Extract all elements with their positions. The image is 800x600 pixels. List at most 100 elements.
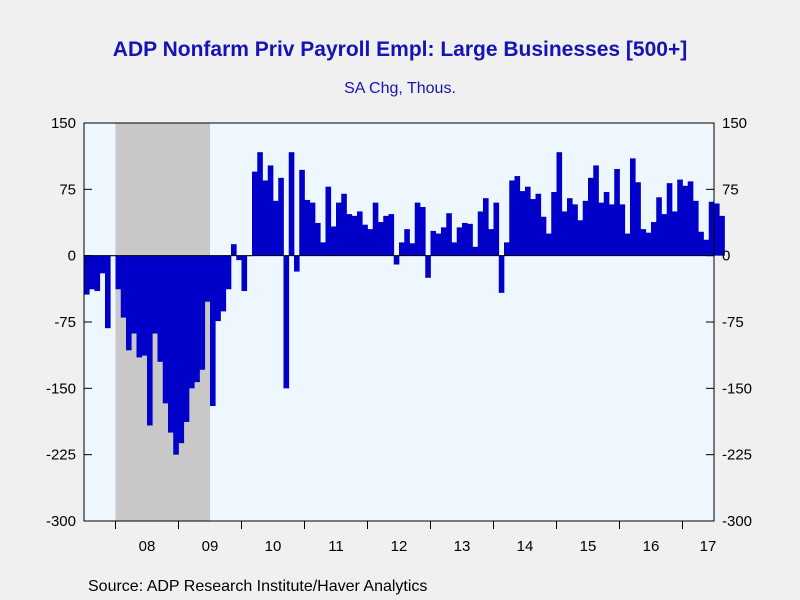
bar bbox=[367, 229, 374, 256]
bar bbox=[89, 255, 95, 290]
x-tick-label: 10 bbox=[265, 538, 282, 555]
y-tick-label-left: 0 bbox=[68, 248, 76, 265]
bar bbox=[236, 255, 242, 261]
bar bbox=[493, 202, 500, 256]
bar bbox=[325, 186, 332, 256]
bar bbox=[666, 183, 673, 256]
bar bbox=[194, 255, 200, 383]
bar bbox=[451, 242, 458, 256]
bar bbox=[320, 242, 326, 256]
bar bbox=[509, 180, 515, 256]
bar bbox=[651, 222, 657, 256]
bar bbox=[498, 255, 505, 293]
bar bbox=[341, 193, 347, 256]
bar bbox=[467, 223, 473, 256]
y-tick-label-left: 75 bbox=[59, 181, 76, 198]
y-tick-label-left: -300 bbox=[46, 513, 76, 530]
bar bbox=[362, 224, 368, 256]
bar bbox=[593, 165, 599, 256]
x-tick-label: 12 bbox=[391, 538, 408, 555]
bar bbox=[682, 185, 689, 256]
y-tick-label-right: -150 bbox=[722, 380, 752, 397]
bar bbox=[120, 255, 127, 318]
bar bbox=[199, 255, 206, 370]
x-tick-label: 08 bbox=[139, 538, 156, 555]
bar bbox=[430, 230, 437, 256]
bar bbox=[383, 215, 389, 256]
bar bbox=[619, 204, 626, 256]
bar bbox=[609, 204, 615, 256]
y-tick-label-right: 150 bbox=[722, 115, 747, 132]
bar bbox=[567, 198, 573, 256]
bar bbox=[299, 169, 305, 256]
bar bbox=[99, 255, 106, 274]
chart-subtitle: SA Chg, Thous. bbox=[344, 80, 456, 97]
bar bbox=[630, 158, 636, 256]
bar bbox=[267, 165, 274, 256]
bar bbox=[519, 191, 526, 256]
bar bbox=[588, 177, 594, 256]
bar bbox=[488, 229, 494, 256]
bar bbox=[173, 255, 179, 455]
bar bbox=[252, 171, 258, 256]
bar bbox=[94, 255, 101, 292]
bar bbox=[672, 211, 678, 256]
bar bbox=[425, 255, 431, 278]
bar bbox=[708, 201, 715, 256]
y-axis-left: 150 75 0 -75 -150 -225 -300 bbox=[46, 115, 92, 530]
bar bbox=[183, 255, 190, 422]
bar bbox=[446, 213, 452, 256]
x-tick-label: 13 bbox=[454, 538, 471, 555]
bar bbox=[504, 242, 510, 256]
bar bbox=[168, 255, 174, 433]
bar bbox=[698, 231, 704, 256]
bar bbox=[225, 255, 232, 290]
bar bbox=[115, 255, 122, 290]
bar bbox=[572, 204, 578, 256]
bar bbox=[582, 200, 589, 256]
bar bbox=[435, 233, 442, 256]
bar bbox=[441, 227, 447, 256]
y-tick-label-right: -225 bbox=[722, 447, 752, 464]
y-axis-right: 150 75 0 -75 -150 -225 -300 bbox=[706, 115, 752, 530]
bar bbox=[614, 168, 620, 256]
bar bbox=[472, 246, 479, 256]
bar bbox=[645, 232, 652, 256]
bar bbox=[157, 255, 164, 362]
bar bbox=[409, 243, 416, 256]
bar bbox=[304, 199, 311, 256]
bar bbox=[483, 198, 489, 256]
bar bbox=[152, 255, 158, 334]
bar bbox=[346, 214, 353, 256]
bar bbox=[661, 214, 668, 256]
bar bbox=[577, 220, 584, 256]
bar bbox=[714, 203, 720, 256]
x-tick-label: 16 bbox=[643, 538, 660, 555]
bar bbox=[330, 226, 337, 256]
bar bbox=[220, 255, 227, 312]
bar bbox=[414, 202, 421, 256]
bar-series bbox=[84, 152, 725, 455]
bar bbox=[677, 179, 683, 256]
bar bbox=[257, 152, 263, 256]
bar bbox=[561, 211, 568, 256]
bar bbox=[204, 255, 211, 302]
bar bbox=[278, 177, 284, 256]
bar bbox=[687, 181, 694, 256]
bar bbox=[215, 255, 221, 322]
bar bbox=[404, 229, 410, 256]
bar bbox=[309, 202, 316, 256]
bar bbox=[399, 242, 405, 256]
bar bbox=[456, 227, 463, 256]
bar bbox=[535, 193, 542, 256]
bar bbox=[624, 233, 631, 256]
bar bbox=[477, 211, 484, 256]
bar bbox=[189, 255, 195, 389]
bar bbox=[241, 255, 248, 292]
bar bbox=[273, 200, 279, 256]
chart-title: ADP Nonfarm Priv Payroll Empl: Large Bus… bbox=[112, 38, 688, 61]
bar bbox=[288, 152, 295, 256]
bar bbox=[546, 233, 552, 256]
y-tick-label-left: -225 bbox=[46, 447, 76, 464]
